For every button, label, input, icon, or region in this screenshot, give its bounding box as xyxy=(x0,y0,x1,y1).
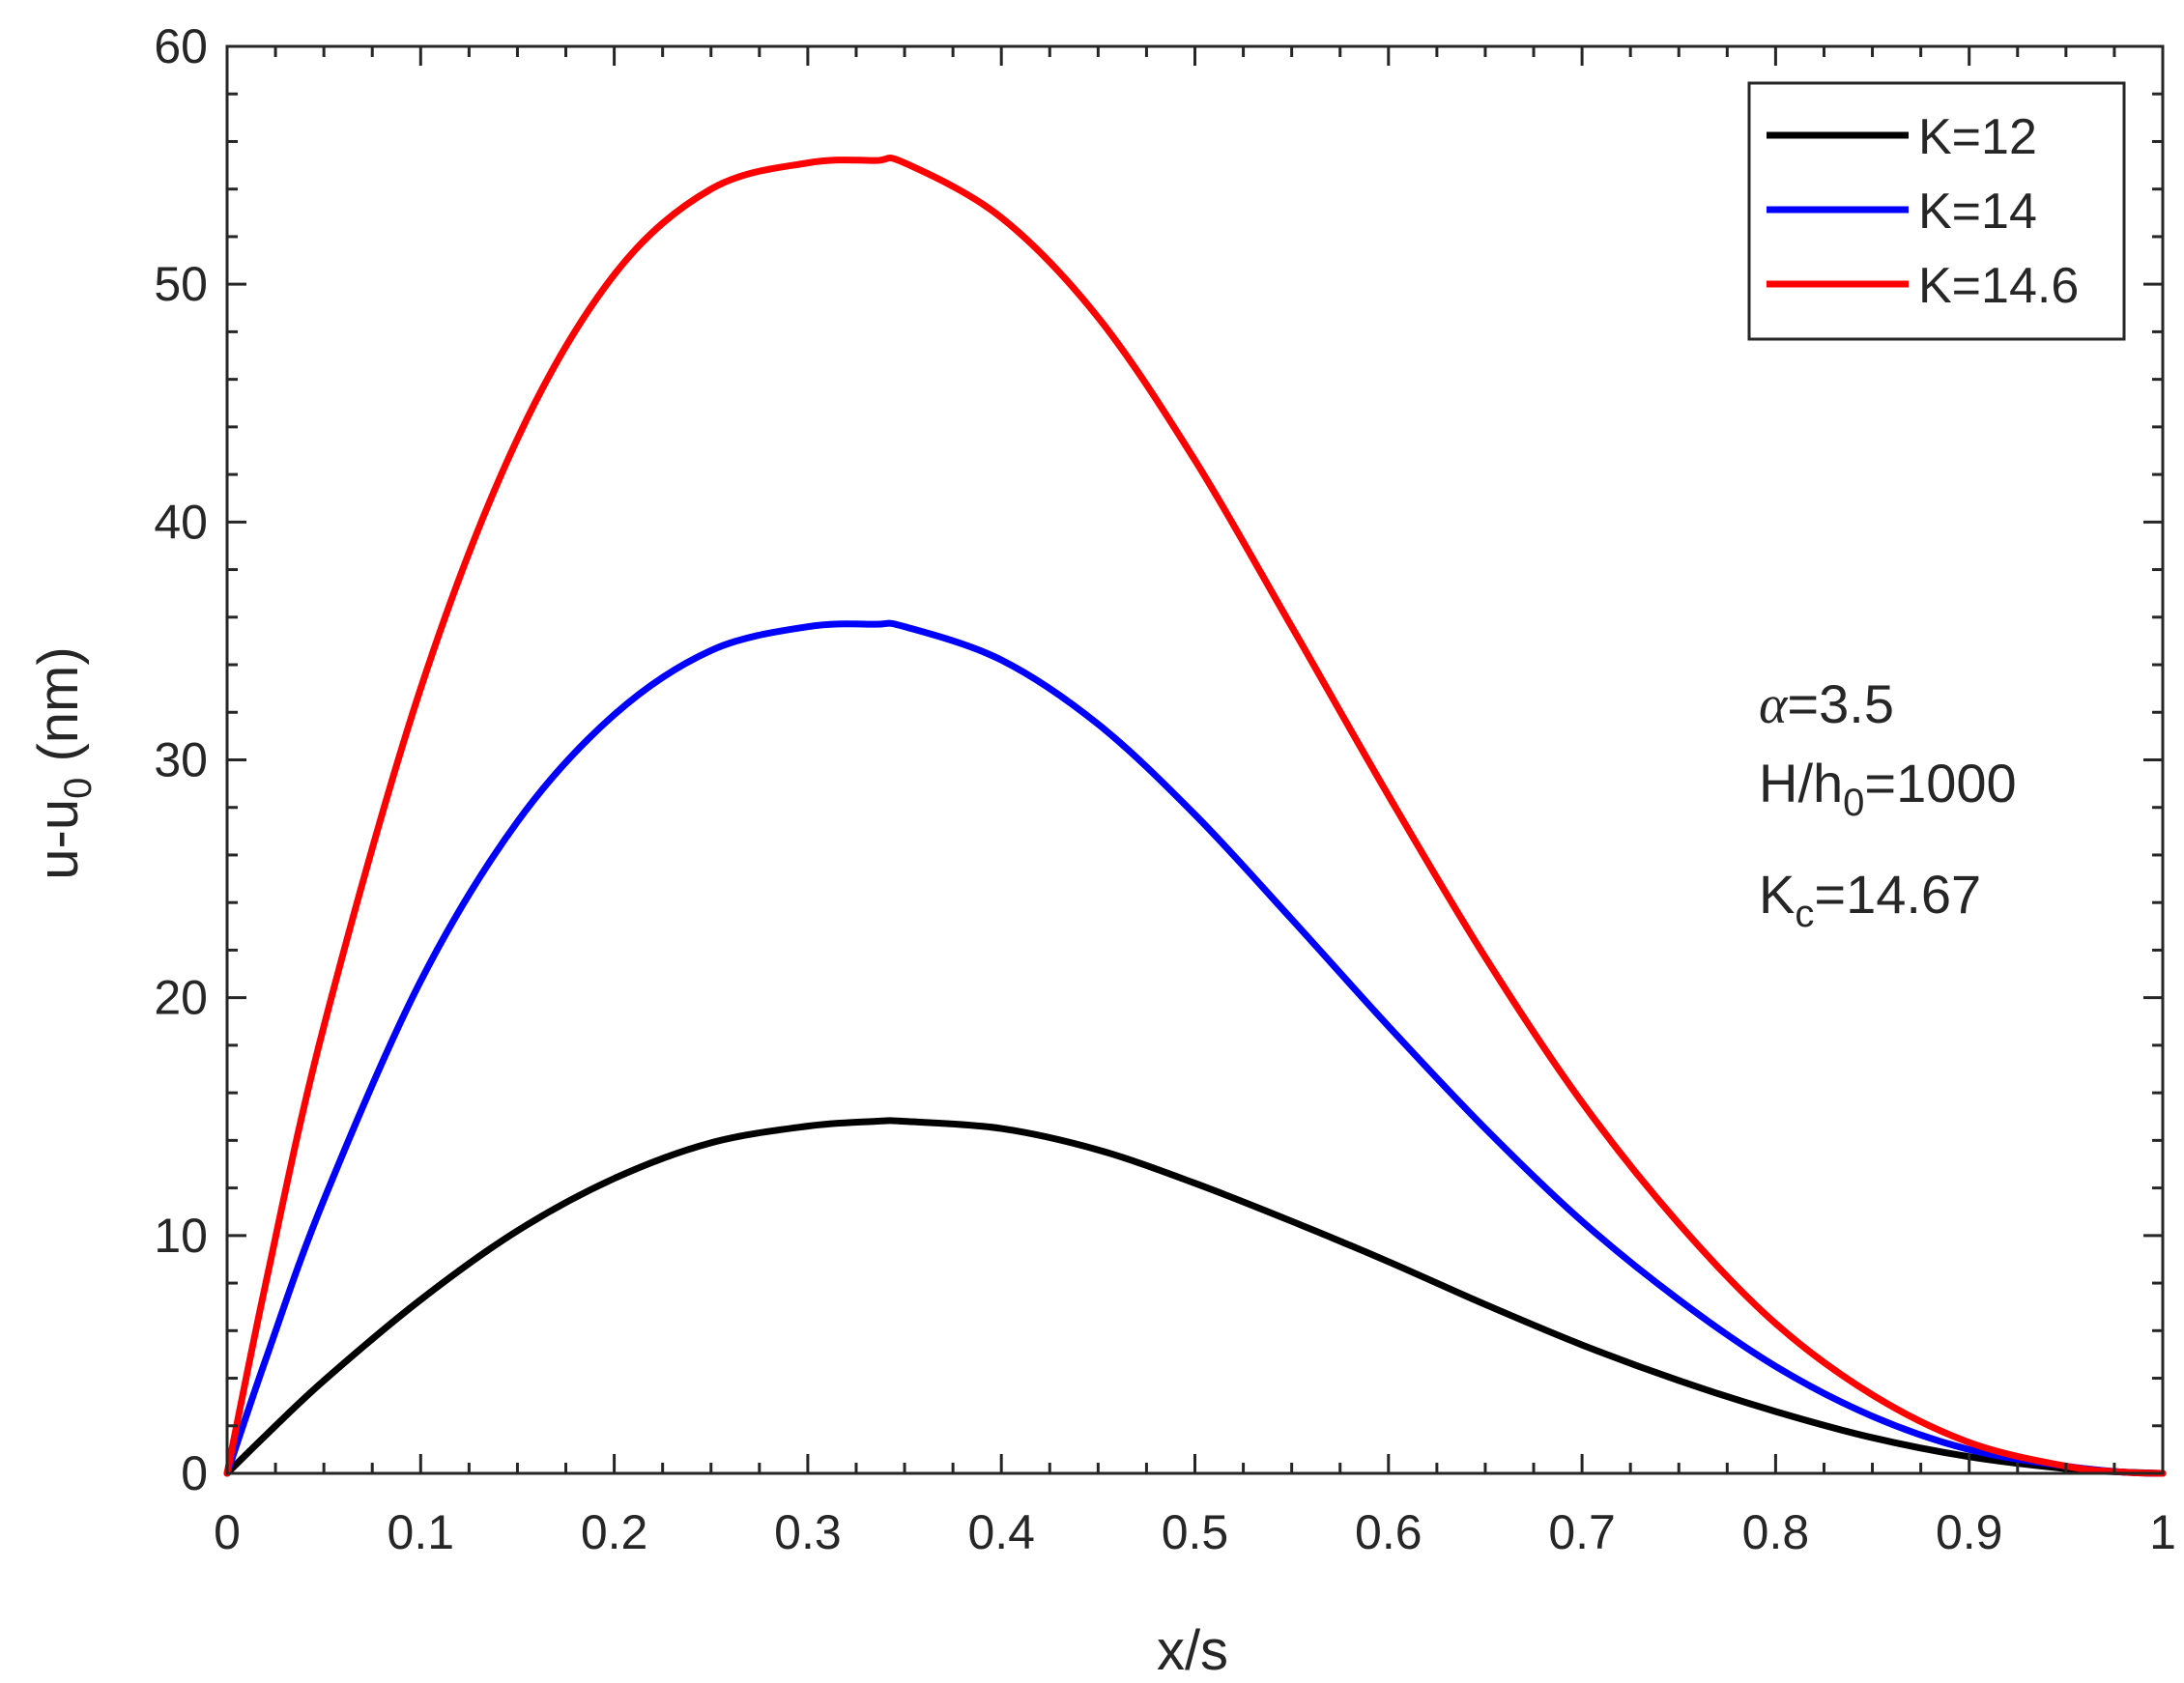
parameter-annotations: α=3.5 H/h0=1000 Kc=14.67 xyxy=(1759,673,2017,935)
y-tick-label: 10 xyxy=(154,1209,208,1263)
ratio-value: =1000 xyxy=(1864,753,2016,813)
y-axis-title-unit: (nm) xyxy=(27,646,90,777)
y-tick-label: 40 xyxy=(154,495,208,549)
kc-value: =14.67 xyxy=(1814,864,1981,925)
y-tick-labels: 0 10 20 30 40 50 60 xyxy=(154,19,208,1500)
y-axis-title-subscript: 0 xyxy=(57,778,100,799)
x-tick-labels: 0 0.1 0.2 0.3 0.4 0.5 0.6 0.7 0.8 0.9 1 xyxy=(214,1505,2176,1559)
y-tick-label: 60 xyxy=(154,19,208,73)
series-line-2 xyxy=(223,619,2167,1477)
x-tick-label: 0.5 xyxy=(1162,1505,1229,1559)
x-tick-label: 0.1 xyxy=(388,1505,455,1559)
legend-label-2: K=14 xyxy=(1918,184,2037,240)
annotation-critical-k: Kc=14.67 xyxy=(1759,864,1981,935)
y-tick-label: 30 xyxy=(154,733,208,787)
legend-label-3: K=14.6 xyxy=(1918,258,2079,314)
alpha-symbol: α xyxy=(1759,675,1789,735)
x-tick-label: 1 xyxy=(2149,1505,2176,1559)
legend: K=12 K=14 K=14.6 xyxy=(1747,81,2126,341)
x-tick-label: 0.7 xyxy=(1548,1505,1616,1559)
ratio-base: H/h xyxy=(1759,753,1843,813)
annotation-alpha: α=3.5 xyxy=(1759,673,1894,735)
series-lines xyxy=(223,155,2167,1477)
x-axis-title: x/s xyxy=(1157,1619,1228,1682)
series-line-3 xyxy=(223,155,2167,1477)
x-tick-label: 0 xyxy=(214,1505,241,1559)
x-tick-label: 0.2 xyxy=(581,1505,648,1559)
y-tick-label: 50 xyxy=(154,257,208,311)
x-tick-label: 0.4 xyxy=(967,1505,1035,1559)
x-tick-label: 0.3 xyxy=(774,1505,842,1559)
annotation-height-ratio: H/h0=1000 xyxy=(1759,753,2017,824)
alpha-value: =3.5 xyxy=(1787,673,1894,734)
x-tick-label: 0.8 xyxy=(1742,1505,1810,1559)
y-tick-label: 0 xyxy=(181,1446,208,1500)
y-axis-title-base: u-u xyxy=(27,799,90,880)
kc-subscript: c xyxy=(1795,893,1814,935)
ratio-subscript: 0 xyxy=(1843,782,1864,824)
y-axis-title: u-u0 (nm) xyxy=(27,646,100,879)
plot-area-frame xyxy=(225,44,2165,1475)
series-line-1 xyxy=(223,1117,2167,1477)
x-tick-label: 0.9 xyxy=(1936,1505,2003,1559)
kc-base: K xyxy=(1759,864,1795,925)
legend-label-1: K=12 xyxy=(1918,109,2037,165)
y-tick-label: 20 xyxy=(154,971,208,1025)
x-tick-label: 0.6 xyxy=(1355,1505,1422,1559)
